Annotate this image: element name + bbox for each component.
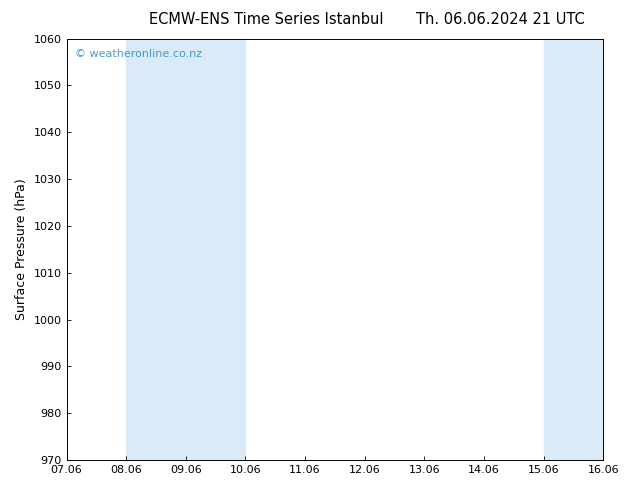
Text: © weatheronline.co.nz: © weatheronline.co.nz [75, 49, 202, 59]
Bar [543, 39, 603, 460]
Bar [126, 39, 186, 460]
Bar [186, 39, 245, 460]
Text: Th. 06.06.2024 21 UTC: Th. 06.06.2024 21 UTC [417, 12, 585, 27]
Bar [603, 39, 634, 460]
Text: ECMW-ENS Time Series Istanbul: ECMW-ENS Time Series Istanbul [149, 12, 384, 27]
Y-axis label: Surface Pressure (hPa): Surface Pressure (hPa) [15, 178, 28, 320]
